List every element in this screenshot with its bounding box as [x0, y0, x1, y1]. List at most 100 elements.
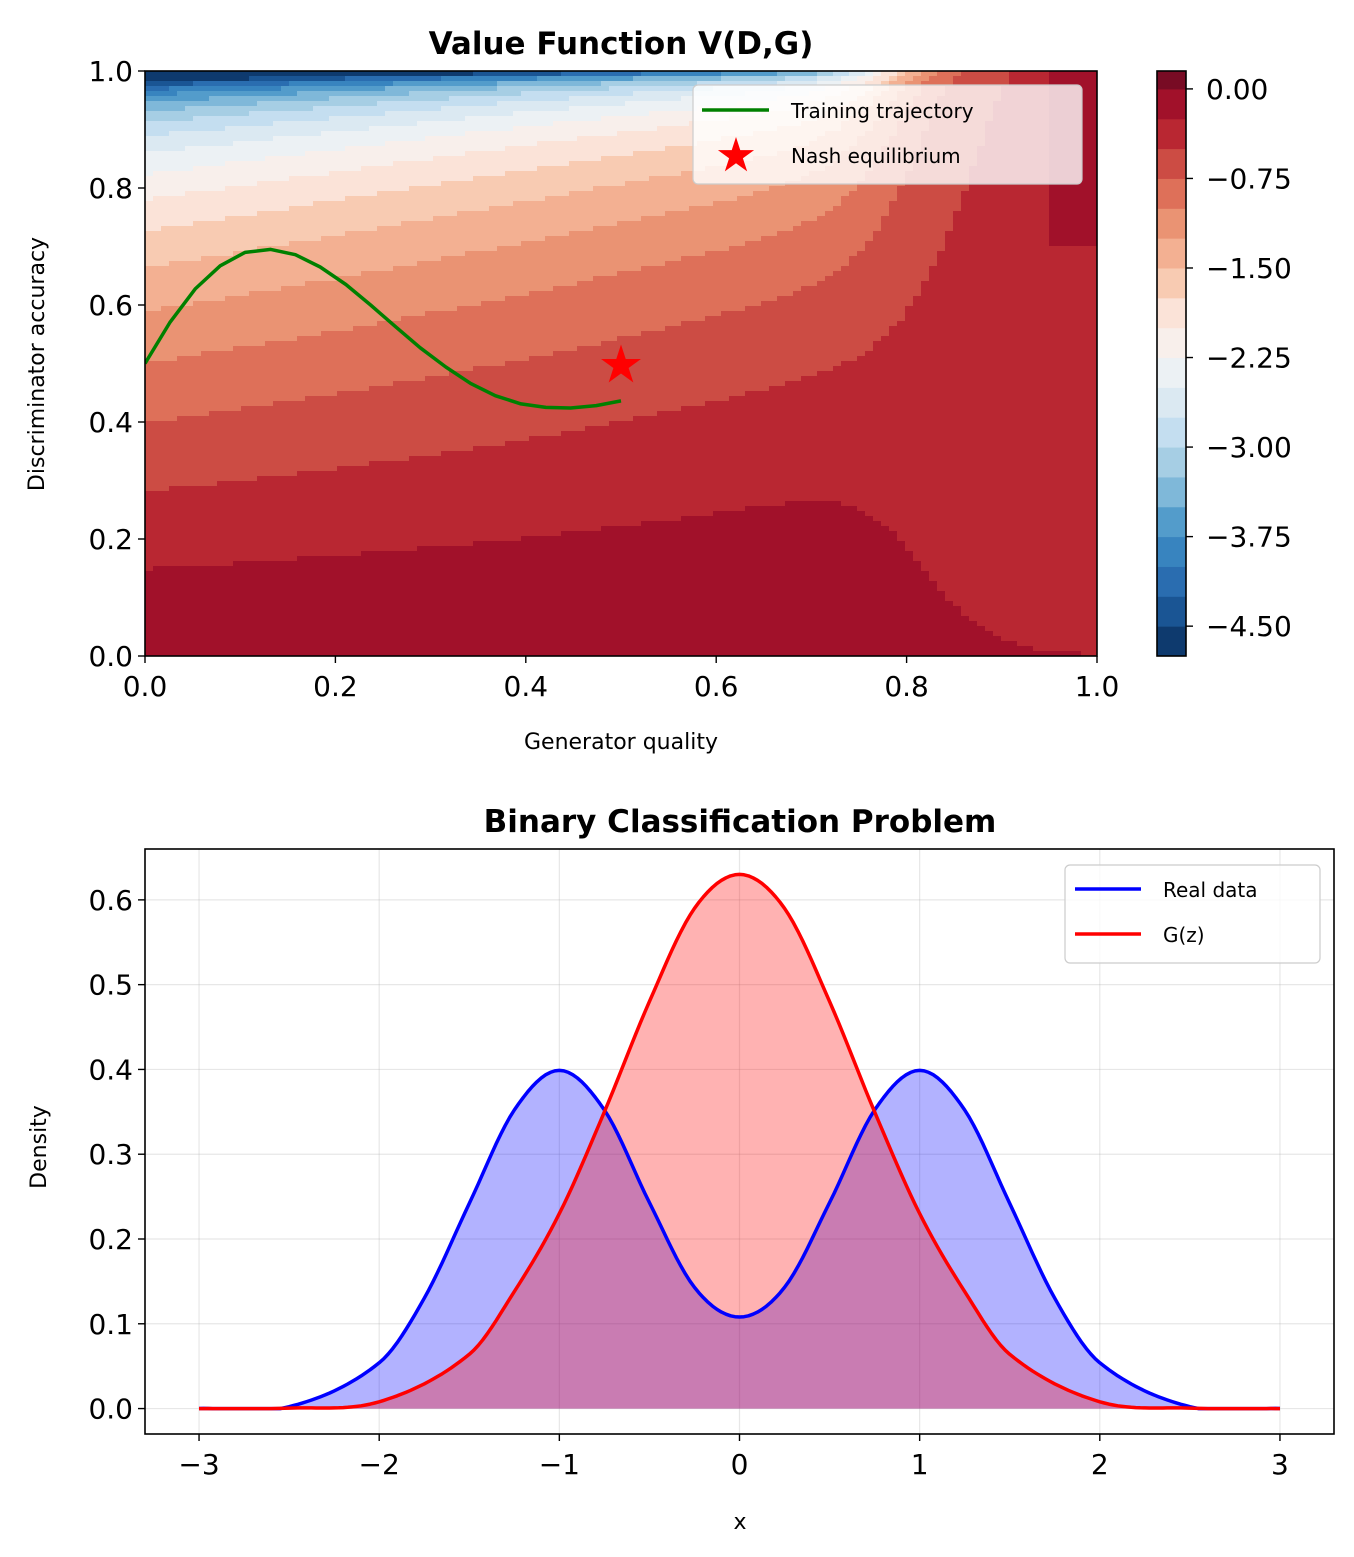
contour-cell: [265, 251, 274, 257]
contour-cell: [457, 256, 466, 262]
contour-cell: [633, 101, 642, 107]
contour-cell: [585, 196, 594, 202]
contour-cell: [1017, 241, 1026, 247]
contour-cell: [489, 261, 498, 267]
contour-cell: [465, 246, 474, 252]
contour-cell: [489, 191, 498, 197]
contour-cell: [473, 246, 482, 252]
contour-cell: [273, 251, 282, 257]
contour-cell: [809, 246, 818, 252]
contour-cell: [529, 176, 538, 182]
contour-cell: [297, 131, 306, 137]
contour-cell: [529, 131, 538, 137]
contour-cell: [777, 231, 786, 237]
contour-cell: [641, 191, 650, 197]
contour-cell: [185, 166, 194, 172]
contour-cell: [681, 161, 690, 167]
contour-cell: [665, 126, 674, 132]
contour-cell: [641, 126, 650, 132]
contour-cell: [609, 146, 618, 152]
contour-cell: [921, 271, 930, 277]
contour-cell: [409, 216, 418, 222]
contour-cell: [297, 186, 306, 192]
contour-cell: [793, 256, 802, 262]
contour-cell: [401, 151, 410, 157]
contour-cell: [729, 276, 738, 282]
contour-cell: [217, 81, 226, 87]
contour-cell: [361, 161, 370, 167]
contour-cell: [145, 161, 154, 167]
contour-cell: [225, 266, 234, 272]
contour-cell: [1009, 271, 1018, 277]
contour-cell: [713, 256, 722, 262]
contour-cell: [1089, 116, 1097, 122]
contour-cell: [745, 196, 754, 202]
contour-cell: [353, 166, 362, 172]
contour-cell: [257, 181, 266, 187]
contour-cell: [393, 191, 402, 197]
contour-cell: [257, 121, 266, 127]
contour-cell: [201, 151, 210, 157]
contour-cell: [369, 96, 378, 102]
contour-cell: [545, 76, 554, 82]
contour-cell: [385, 206, 394, 212]
contour-cell: [401, 111, 410, 117]
contour-cell: [1089, 216, 1097, 222]
contour-cell: [585, 176, 594, 182]
contour-cell: [481, 111, 490, 117]
contour-cell: [273, 121, 282, 127]
contour-cell: [457, 226, 466, 232]
contour-cell: [473, 191, 482, 197]
contour-cell: [145, 71, 154, 77]
contour-cell: [425, 176, 434, 182]
contour-cell: [537, 246, 546, 252]
contour-cell: [609, 211, 618, 217]
contour-cell: [385, 216, 394, 222]
contour-cell: [929, 186, 938, 192]
contour-cell: [385, 91, 394, 97]
contour-cell: [665, 101, 674, 107]
contour-cell: [1073, 276, 1082, 282]
contour-cell: [233, 276, 242, 282]
contour-cell: [769, 231, 778, 237]
contour-cell: [1033, 261, 1042, 267]
contour-cell: [225, 171, 234, 177]
contour-cell: [401, 246, 410, 252]
contour-cell: [433, 121, 442, 127]
contour-cell: [769, 211, 778, 217]
contour-cell: [393, 131, 402, 137]
contour-cell: [521, 256, 530, 262]
contour-cell: [361, 146, 370, 152]
contour-cell: [257, 171, 266, 177]
contour-cell: [489, 196, 498, 202]
contour-cell: [505, 236, 514, 242]
contour-cell: [809, 221, 818, 227]
contour-cell: [361, 71, 370, 77]
contour-cell: [825, 236, 834, 242]
contour-cell: [585, 181, 594, 187]
contour-cell: [617, 161, 626, 167]
contour-cell: [1041, 271, 1050, 277]
contour-cell: [345, 81, 354, 87]
contour-cell: [865, 76, 874, 82]
contour-cell: [553, 246, 562, 252]
contour-cell: [585, 171, 594, 177]
contour-cell: [465, 236, 474, 242]
contour-cell: [785, 261, 794, 267]
contour-cell: [289, 241, 298, 247]
contour-cell: [505, 131, 514, 137]
contour-cell: [1041, 191, 1050, 197]
contour-cell: [697, 201, 706, 207]
contour-cell: [497, 201, 506, 207]
contour-cell: [569, 106, 578, 112]
contour-cell: [145, 236, 154, 242]
contour-cell: [633, 231, 642, 237]
contour-cell: [425, 131, 434, 137]
contour-cell: [513, 156, 522, 162]
contour-cell: [241, 76, 250, 82]
contour-cell: [1041, 226, 1050, 232]
contour-cell: [721, 71, 730, 77]
contour-cell: [673, 271, 682, 277]
contour-cell: [513, 86, 522, 92]
contour-cell: [409, 206, 418, 212]
